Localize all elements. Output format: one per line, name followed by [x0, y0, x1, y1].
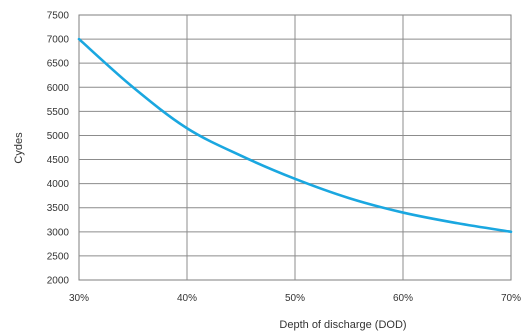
y-tick-label: 4500: [47, 155, 70, 166]
x-axis-ticks: 30% 40% 50% 60% 70%: [69, 293, 521, 304]
x-tick-label: 30%: [69, 293, 89, 304]
y-tick-label: 3500: [47, 203, 70, 214]
y-axis-ticks: 2000 2500 3000 3500 4000 4500 5000 5500 6000 6500…: [47, 11, 70, 287]
x-tick-label: 60%: [393, 293, 413, 304]
x-tick-label: 40%: [177, 293, 197, 304]
x-axis-title: Depth of discharge (DOD): [279, 319, 406, 331]
y-tick-label: 2000: [47, 276, 70, 287]
y-tick-label: 6500: [47, 59, 70, 70]
series-line: [77, 37, 513, 234]
y-tick-label: 3000: [47, 227, 70, 238]
x-tick-label: 70%: [501, 293, 521, 304]
y-tick-label: 5500: [47, 107, 70, 118]
y-tick-label: 5000: [47, 131, 70, 142]
grid: [79, 15, 511, 280]
y-tick-label: 6000: [47, 83, 70, 94]
y-tick-label: 4000: [47, 179, 70, 190]
y-tick-label: 2500: [47, 251, 70, 262]
y-axis-title: Cydes: [13, 132, 25, 164]
x-tick-label: 50%: [285, 293, 305, 304]
y-tick-label: 7000: [47, 35, 70, 46]
y-tick-label: 7500: [47, 11, 70, 22]
